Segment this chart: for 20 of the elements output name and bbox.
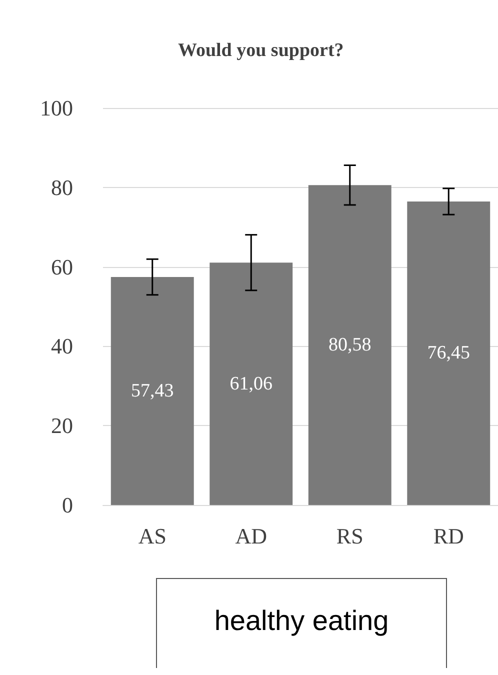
data-label: 80,58 — [328, 334, 372, 356]
bar — [210, 262, 293, 505]
data-label: 76,45 — [427, 342, 470, 364]
y-tick-label: 20 — [51, 413, 73, 438]
y-tick-label: 80 — [51, 174, 73, 200]
x-tick-label: AS — [138, 524, 166, 548]
y-tick-label: 40 — [51, 334, 73, 359]
y-tick-label: 100 — [40, 96, 73, 120]
bar — [110, 277, 194, 505]
data-label: 57,43 — [131, 380, 174, 402]
chart-title: Would you support? — [178, 40, 344, 61]
bar — [308, 185, 392, 505]
x-tick-label: AD — [235, 524, 268, 548]
y-tick-label: 60 — [51, 254, 73, 280]
y-tick-label: 0 — [62, 492, 73, 518]
data-label: 61,06 — [230, 373, 272, 394]
bar — [407, 201, 490, 505]
x-tick-label: RS — [336, 524, 364, 548]
text: healthy eating — [214, 605, 389, 636]
x-tick-label: RD — [433, 524, 464, 548]
